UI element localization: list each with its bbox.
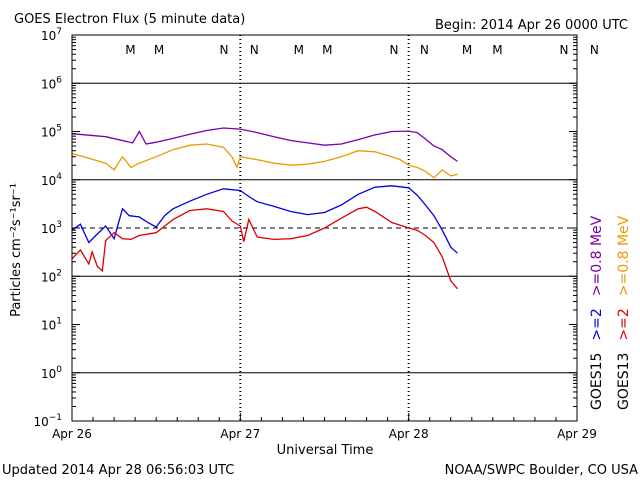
begin-time: Begin: 2014 Apr 26 0000 UTC — [435, 18, 628, 33]
x-tick-label: Apr 28 — [389, 427, 429, 441]
legend-entry: >=0.8 MeV — [589, 215, 605, 296]
y-tick-label: 102 — [41, 268, 62, 284]
y-tick-exponent: 6 — [56, 75, 62, 85]
event-marker: M — [492, 43, 502, 57]
y-tick-label: 10−1 — [33, 413, 62, 429]
x-tick-label: Apr 26 — [52, 427, 92, 441]
y-tick-label: 100 — [41, 365, 62, 381]
series-line-1 — [71, 143, 458, 179]
event-marker: N — [420, 43, 429, 57]
legend-text-col1: GOES15 >=2 >=0.8 MeV — [589, 215, 605, 410]
updated-timestamp: Updated 2014 Apr 28 06:56:03 UTC — [2, 463, 234, 478]
event-marker: N — [390, 43, 399, 57]
event-marker: N — [560, 43, 569, 57]
legend-entry: >=2 — [589, 308, 605, 340]
series-line-0 — [71, 127, 458, 162]
legend-text-col2: GOES13 >=2 >=0.8 MeV — [616, 215, 632, 410]
legend-entry: >=0.8 MeV — [616, 215, 632, 296]
series-lines — [71, 127, 458, 290]
x-tick-label: Apr 27 — [220, 427, 260, 441]
legend-entry: GOES15 — [589, 353, 605, 410]
y-tick-base: 10 — [33, 415, 48, 429]
y-tick-label: 105 — [41, 124, 62, 140]
y-tick-label: 101 — [41, 317, 62, 333]
legend: GOES15 >=2 >=0.8 MeV GOES13 >=2 >=0.8 MeV — [589, 215, 632, 410]
y-tick-label: 106 — [41, 75, 62, 91]
series-line-3 — [71, 206, 458, 290]
legend-column-col1: GOES15 >=2 >=0.8 MeV — [589, 215, 605, 410]
y-tick-base: 10 — [41, 29, 56, 43]
credit-text: NOAA/SWPC Boulder, CO USA — [445, 463, 638, 478]
y-tick-exponent: 3 — [56, 220, 62, 230]
y-tick-base: 10 — [41, 222, 56, 236]
x-axis-ticks: Apr 26 Apr 27 Apr 28 Apr 29 — [52, 413, 597, 441]
event-marker: M — [154, 43, 164, 57]
y-tick-exponent: 0 — [56, 365, 62, 375]
y-tick-base: 10 — [41, 174, 56, 188]
event-marker: N — [220, 43, 229, 57]
event-marker: M — [322, 43, 332, 57]
x-tick-label: Apr 29 — [557, 427, 597, 441]
legend-entry: GOES13 — [616, 353, 632, 410]
series-line-2 — [71, 185, 458, 254]
y-tick-base: 10 — [41, 126, 56, 140]
y-tick-exponent: 7 — [56, 27, 62, 37]
event-marker: M — [125, 43, 135, 57]
legend-column-col2: GOES13 >=2 >=0.8 MeV — [616, 215, 632, 410]
y-tick-base: 10 — [41, 77, 56, 91]
x-axis-label: Universal Time — [277, 443, 374, 458]
y-tick-base: 10 — [41, 367, 56, 381]
event-marker: N — [250, 43, 259, 57]
y-tick-exponent: −1 — [49, 413, 62, 423]
y-tick-exponent: 1 — [56, 317, 62, 327]
y-tick-exponent: 4 — [56, 172, 62, 182]
y-tick-exponent: 2 — [56, 268, 62, 278]
event-marker: M — [294, 43, 304, 57]
y-axis-label: Particles cm⁻²s⁻¹sr⁻¹ — [9, 183, 24, 317]
legend-entry: >=2 — [616, 308, 632, 340]
y-tick-base: 10 — [41, 319, 56, 333]
y-tick-base: 10 — [41, 270, 56, 284]
event-marker: M — [462, 43, 472, 57]
y-tick-label: 104 — [41, 172, 62, 188]
y-tick-label: 107 — [41, 27, 62, 43]
chart-title: GOES Electron Flux (5 minute data) — [14, 12, 245, 27]
event-marker: N — [590, 43, 599, 57]
y-tick-exponent: 5 — [56, 124, 62, 134]
y-tick-label: 103 — [41, 220, 62, 236]
